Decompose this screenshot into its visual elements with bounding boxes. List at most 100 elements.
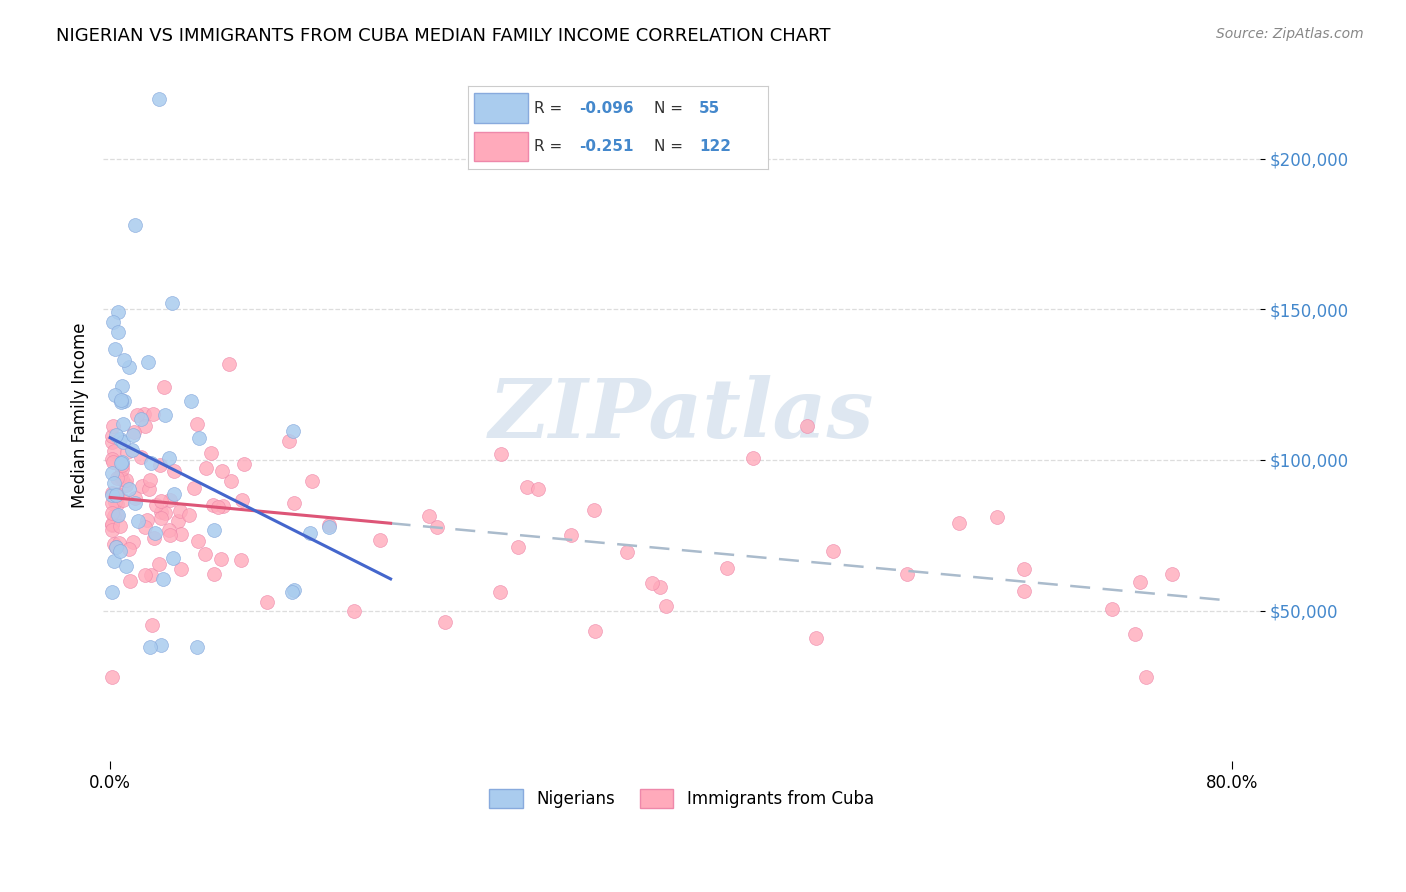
Point: [187, 431, 209, 445]
Point: [111, 417, 134, 431]
Point: [527, 482, 550, 496]
Point: [433, 615, 456, 629]
Point: [107, 508, 129, 522]
Point: [139, 568, 162, 582]
Point: [159, 528, 181, 542]
Point: [139, 456, 162, 470]
Point: [118, 482, 141, 496]
Point: [149, 505, 172, 519]
Point: [115, 445, 138, 459]
Point: [129, 412, 152, 426]
Point: [108, 469, 131, 483]
Text: Source: ZipAtlas.com: Source: ZipAtlas.com: [1216, 27, 1364, 41]
Point: [489, 585, 512, 599]
Point: [278, 434, 301, 448]
Point: [1012, 583, 1035, 598]
Point: [153, 408, 176, 422]
Point: [207, 500, 229, 515]
Point: [118, 574, 141, 588]
Point: [114, 558, 136, 573]
Point: [104, 488, 127, 502]
Point: [100, 428, 122, 442]
Point: [104, 541, 127, 555]
Point: [655, 599, 678, 613]
Point: [299, 525, 322, 540]
Point: [110, 393, 132, 408]
Point: [796, 419, 818, 434]
Point: [122, 425, 145, 439]
Point: [101, 419, 124, 434]
Point: [177, 508, 200, 522]
Point: [186, 640, 208, 654]
Point: [110, 395, 132, 409]
Point: [107, 536, 129, 550]
Point: [122, 534, 145, 549]
Point: [136, 513, 159, 527]
Point: [281, 585, 304, 599]
Point: [111, 455, 134, 469]
Point: [107, 305, 129, 319]
Point: [167, 514, 190, 528]
Point: [103, 443, 125, 458]
Point: [194, 547, 217, 561]
Point: [101, 315, 124, 329]
Point: [741, 451, 763, 466]
Text: ZIPatlas: ZIPatlas: [489, 375, 875, 455]
Point: [153, 379, 176, 393]
Point: [103, 536, 125, 550]
Point: [110, 543, 132, 558]
Point: [150, 493, 173, 508]
Y-axis label: Median Family Income: Median Family Income: [72, 322, 89, 508]
Point: [129, 450, 152, 465]
Point: [583, 624, 606, 638]
Point: [124, 495, 146, 509]
Point: [159, 493, 181, 508]
Point: [180, 394, 202, 409]
Point: [170, 561, 193, 575]
Point: [100, 670, 122, 684]
Point: [112, 434, 135, 449]
Point: [145, 498, 167, 512]
Point: [163, 487, 186, 501]
Point: [143, 526, 166, 541]
Point: [139, 473, 162, 487]
Point: [200, 446, 222, 460]
Point: [105, 487, 128, 501]
Point: [202, 499, 225, 513]
Point: [112, 492, 135, 507]
Point: [211, 464, 233, 478]
Point: [231, 492, 253, 507]
Point: [256, 594, 278, 608]
Point: [100, 516, 122, 531]
Point: [141, 617, 163, 632]
Point: [508, 540, 530, 554]
Point: [560, 528, 582, 542]
Point: [183, 481, 205, 495]
Point: [111, 471, 134, 485]
Text: NIGERIAN VS IMMIGRANTS FROM CUBA MEDIAN FAMILY INCOME CORRELATION CHART: NIGERIAN VS IMMIGRANTS FROM CUBA MEDIAN …: [56, 27, 831, 45]
Point: [1129, 574, 1152, 589]
Point: [163, 464, 186, 478]
Point: [134, 520, 156, 534]
Point: [103, 554, 125, 568]
Point: [804, 631, 827, 645]
Point: [823, 544, 845, 558]
Point: [209, 552, 232, 566]
Point: [114, 473, 136, 487]
Point: [110, 458, 132, 472]
Point: [231, 552, 253, 566]
Point: [157, 523, 180, 537]
Point: [418, 509, 440, 524]
Point: [157, 451, 180, 466]
Point: [105, 509, 128, 524]
Point: [716, 561, 738, 575]
Point: [202, 566, 225, 581]
Point: [162, 550, 184, 565]
Point: [111, 462, 134, 476]
Point: [1123, 627, 1146, 641]
Point: [103, 487, 125, 501]
Point: [104, 342, 127, 356]
Point: [124, 218, 146, 232]
Point: [489, 447, 512, 461]
Point: [187, 533, 209, 548]
